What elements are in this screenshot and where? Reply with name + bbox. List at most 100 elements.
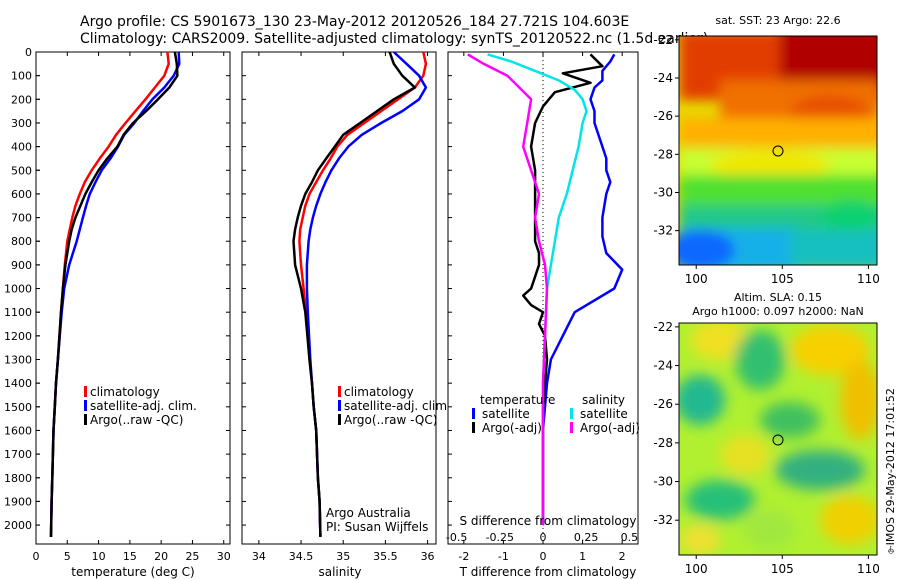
depth-tick-label: 600 — [11, 188, 32, 201]
x-tick-label: 15 — [123, 550, 137, 563]
x-tick-label: 35.5 — [373, 550, 398, 563]
depth-tick-label: 1200 — [4, 330, 32, 343]
top-x-tick-label: -0.5 — [446, 531, 467, 544]
salinity-xlabel: salinity — [318, 565, 361, 579]
difference-xlabel: T difference from climatology — [459, 565, 637, 579]
series-line-argo-raw-qc — [49, 52, 179, 537]
depth-tick-label: 2000 — [4, 519, 32, 532]
legend-swatch — [472, 422, 475, 433]
legend-swatch — [338, 400, 341, 411]
x-tick-label: 20 — [154, 550, 168, 563]
sst-map-ticks: 100 105 110 -22 -24 -26 -28 -30 -32 — [653, 33, 879, 286]
legend-label: Argo(-adj) — [482, 421, 542, 435]
legend-label: satellite — [580, 407, 628, 421]
map-y-tick-label: -28 — [653, 147, 673, 161]
temperature-axis-ticks: 0100200300400500600700800900100011001200… — [4, 46, 231, 563]
depth-tick-label: 1600 — [4, 424, 32, 437]
map-y-tick-label: -32 — [653, 224, 673, 238]
legend-label: satellite-adj. clim. — [344, 399, 451, 413]
difference-legend: temperaturesatelliteArgo(-adj)salinitysa… — [472, 393, 640, 435]
legend-swatch — [338, 414, 341, 425]
x-tick-label: 35 — [336, 550, 350, 563]
legend-swatch — [84, 400, 87, 411]
sla-map-argo-marker — [772, 434, 784, 446]
depth-tick-label: 300 — [11, 117, 32, 130]
legend-swatch — [570, 408, 573, 419]
map-y-tick-label: -30 — [653, 185, 673, 199]
legend-label: Argo(-adj) — [580, 421, 640, 435]
top-x-tick-label: 0.25 — [574, 531, 599, 544]
map-y-tick-label: -24 — [653, 71, 673, 85]
salinity-lines — [292, 52, 428, 537]
sla-map-colour-patches — [679, 323, 877, 555]
depth-tick-label: 1000 — [4, 283, 32, 296]
depth-tick-label: 1300 — [4, 354, 32, 367]
salinity-axes-frame — [241, 51, 437, 545]
sla-map-frame — [678, 322, 878, 556]
difference-top-xlabel: S difference from climatology — [460, 514, 637, 528]
map-y-tick-label: -26 — [653, 397, 673, 411]
temperature-panel: 0100200300400500600700800900100011001200… — [4, 46, 231, 579]
x-tick-label: 36 — [421, 550, 435, 563]
map-y-tick-label: -24 — [653, 359, 673, 373]
salinity-panel: 34 34.5 35 35.5 36 climatologysatellite-adj.… — [241, 51, 451, 579]
x-tick-label: 0 — [33, 550, 40, 563]
series-line-salinity-argo-adj — [467, 53, 549, 526]
map-y-tick-label: -30 — [653, 475, 673, 489]
map-x-tick-label: 105 — [771, 272, 794, 286]
x-tick-label: 25 — [185, 550, 199, 563]
x-tick-label: 5 — [64, 550, 71, 563]
series-line-argo-adj — [521, 53, 604, 526]
sla-map: Altim. SLA: 0.15 Argo h1000: 0.097 h2000… — [653, 291, 879, 576]
x-tick-label: -1 — [498, 550, 509, 563]
legend-label: climatology — [344, 385, 414, 399]
legend-group-title: temperature — [480, 393, 555, 407]
map-x-tick-label: 100 — [685, 562, 708, 576]
depth-tick-label: 1400 — [4, 377, 32, 390]
sst-map-argo-marker — [772, 145, 784, 157]
legend-group-title: salinity — [582, 393, 625, 407]
map-y-tick-label: -26 — [653, 109, 673, 123]
map-y-tick-label: -22 — [653, 33, 673, 47]
depth-tick-label: 1700 — [4, 448, 32, 461]
x-tick-label: 30 — [217, 550, 231, 563]
depth-tick-label: 900 — [11, 259, 32, 272]
depth-tick-label: 0 — [25, 46, 32, 59]
figure-title-line2: Climatology: CARS2009. Satellite-adjuste… — [80, 31, 708, 47]
annotation-pi: PI: Susan Wijffels — [326, 520, 428, 534]
map-x-tick-label: 100 — [685, 272, 708, 286]
sst-map: sat. SST: 23 Argo: 22.6 100 105 110 -22 — [653, 14, 879, 286]
map-x-tick-label: 105 — [771, 562, 794, 576]
depth-tick-label: 800 — [11, 235, 32, 248]
depth-tick-label: 200 — [11, 93, 32, 106]
depth-tick-label: 1500 — [4, 401, 32, 414]
x-tick-label: 2 — [619, 550, 626, 563]
imos-timestamp: ⌱IMOS 29-May-2012 17:01:52 — [884, 388, 897, 554]
sst-map-title: sat. SST: 23 Argo: 22.6 — [715, 14, 840, 27]
sla-map-ticks: 100 105 110 -22 -24 -26 -28 -30 -32 — [653, 320, 879, 576]
temperature-lines — [49, 52, 181, 537]
sla-map-subtitle: Argo h1000: 0.097 h2000: NaN — [692, 305, 864, 318]
sst-map-field — [679, 36, 877, 265]
depth-tick-label: 400 — [11, 141, 32, 154]
depth-tick-label: 500 — [11, 164, 32, 177]
x-tick-label: 34 — [252, 550, 266, 563]
annotation-argo-australia: Argo Australia — [326, 506, 411, 520]
top-x-tick-label: -0.25 — [486, 531, 514, 544]
difference-lines — [467, 53, 624, 526]
salinity-axis-ticks: 34 34.5 35 35.5 36 — [242, 51, 435, 563]
depth-tick-label: 1900 — [4, 495, 32, 508]
map-y-tick-label: -32 — [653, 513, 673, 527]
sst-map-frame — [678, 35, 878, 266]
legend-swatch — [338, 386, 341, 397]
legend-label: satellite — [482, 407, 530, 421]
legend-label: satellite-adj. clim. — [90, 399, 197, 413]
legend-swatch — [472, 408, 475, 419]
series-line-argo-raw-qc — [292, 52, 417, 537]
depth-tick-label: 700 — [11, 212, 32, 225]
legend-label: Argo(..raw -QC) — [344, 413, 437, 427]
map-x-tick-label: 110 — [857, 562, 880, 576]
